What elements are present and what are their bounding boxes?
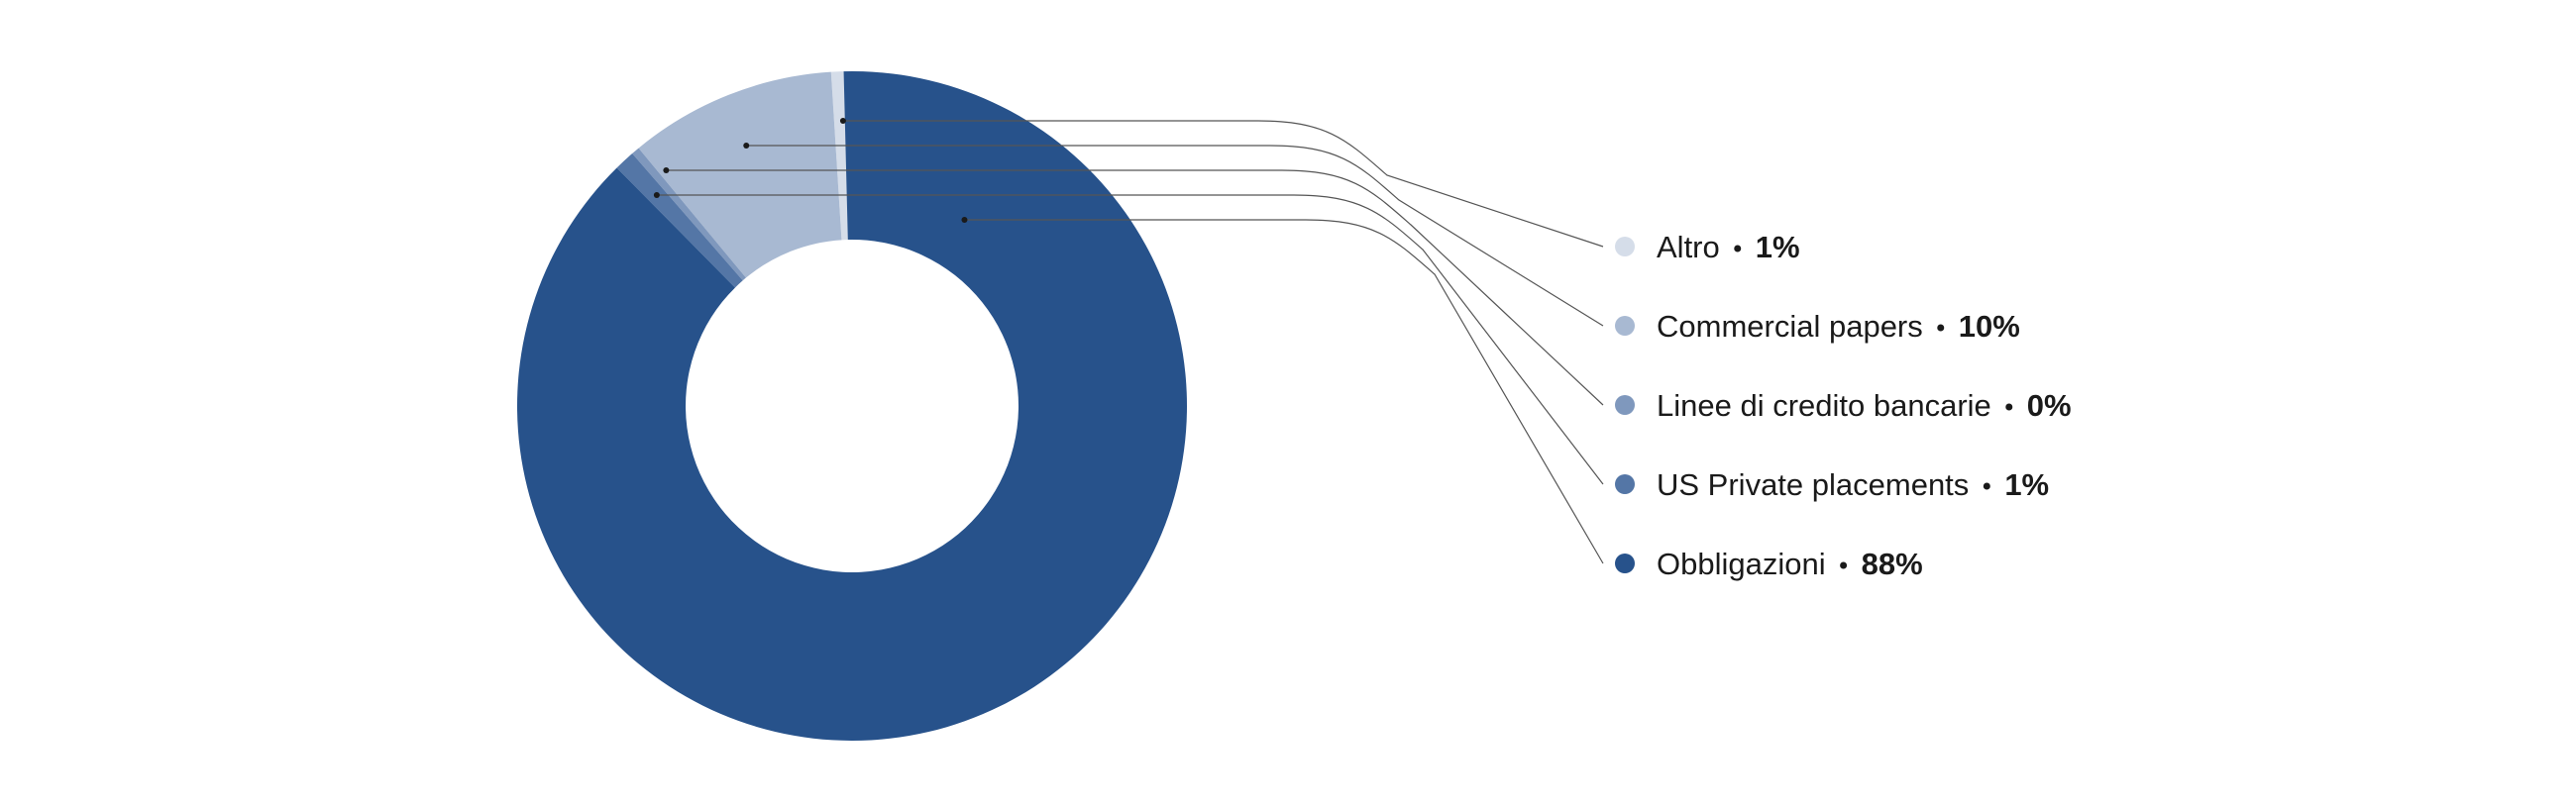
legend-value: 0% [2027,388,2072,423]
legend-label: Commercial papers [1657,309,1923,344]
leader-dot-us-private-placements [653,192,660,198]
leader-dot-commercial-papers [743,143,750,149]
leader-line-us-private-placements [656,194,1604,485]
slice-commercial-papers [638,71,842,278]
legend-separator [1937,324,1945,332]
legend-separator [1983,482,1990,490]
leader-line-linee-di-credito-bancarie [666,169,1604,406]
donut-slices [516,71,1187,741]
legend-value: 88% [1862,547,1923,581]
slice-obbligazioni [516,71,1187,741]
legend-label: Linee di credito bancarie [1657,388,1991,423]
legend-label: US Private placements [1657,467,1969,502]
legend-value: 1% [2004,467,2049,502]
leader-dot-obbligazioni [961,217,968,223]
legend-separator [1840,561,1848,569]
slice-linee-di-credito-bancarie [632,148,746,281]
legend-item-linee-di-credito-bancarie: Linee di credito bancarie 0% [1615,388,2072,423]
leader-dot-altro [839,118,846,124]
legend-item-us-private-placements: US Private placements 1% [1615,467,2049,502]
legend: Altro 1% Commercial papers 10% Linee di cred… [1615,230,2072,581]
legend-swatch [1615,554,1635,573]
legend-swatch [1615,474,1635,494]
leader-lines [653,118,1604,564]
leader-line-altro [842,120,1604,248]
legend-swatch [1615,395,1635,415]
legend-swatch [1615,237,1635,256]
legend-item-obbligazioni: Obbligazioni 88% [1615,547,1923,581]
leader-line-commercial-papers [746,145,1604,327]
legend-item-altro: Altro 1% [1615,230,1800,264]
legend-label: Altro [1657,230,1720,264]
legend-value: 1% [1756,230,1800,264]
legend-separator [2005,403,2013,411]
slice-us-private-placements [616,153,743,288]
legend-value: 10% [1959,309,2020,344]
leader-dot-linee-di-credito-bancarie [663,167,670,173]
legend-item-commercial-papers: Commercial papers 10% [1615,309,2020,344]
legend-swatch [1615,316,1635,336]
leader-line-obbligazioni [964,219,1604,564]
legend-separator [1734,245,1742,252]
legend-label: Obbligazioni [1657,547,1826,581]
